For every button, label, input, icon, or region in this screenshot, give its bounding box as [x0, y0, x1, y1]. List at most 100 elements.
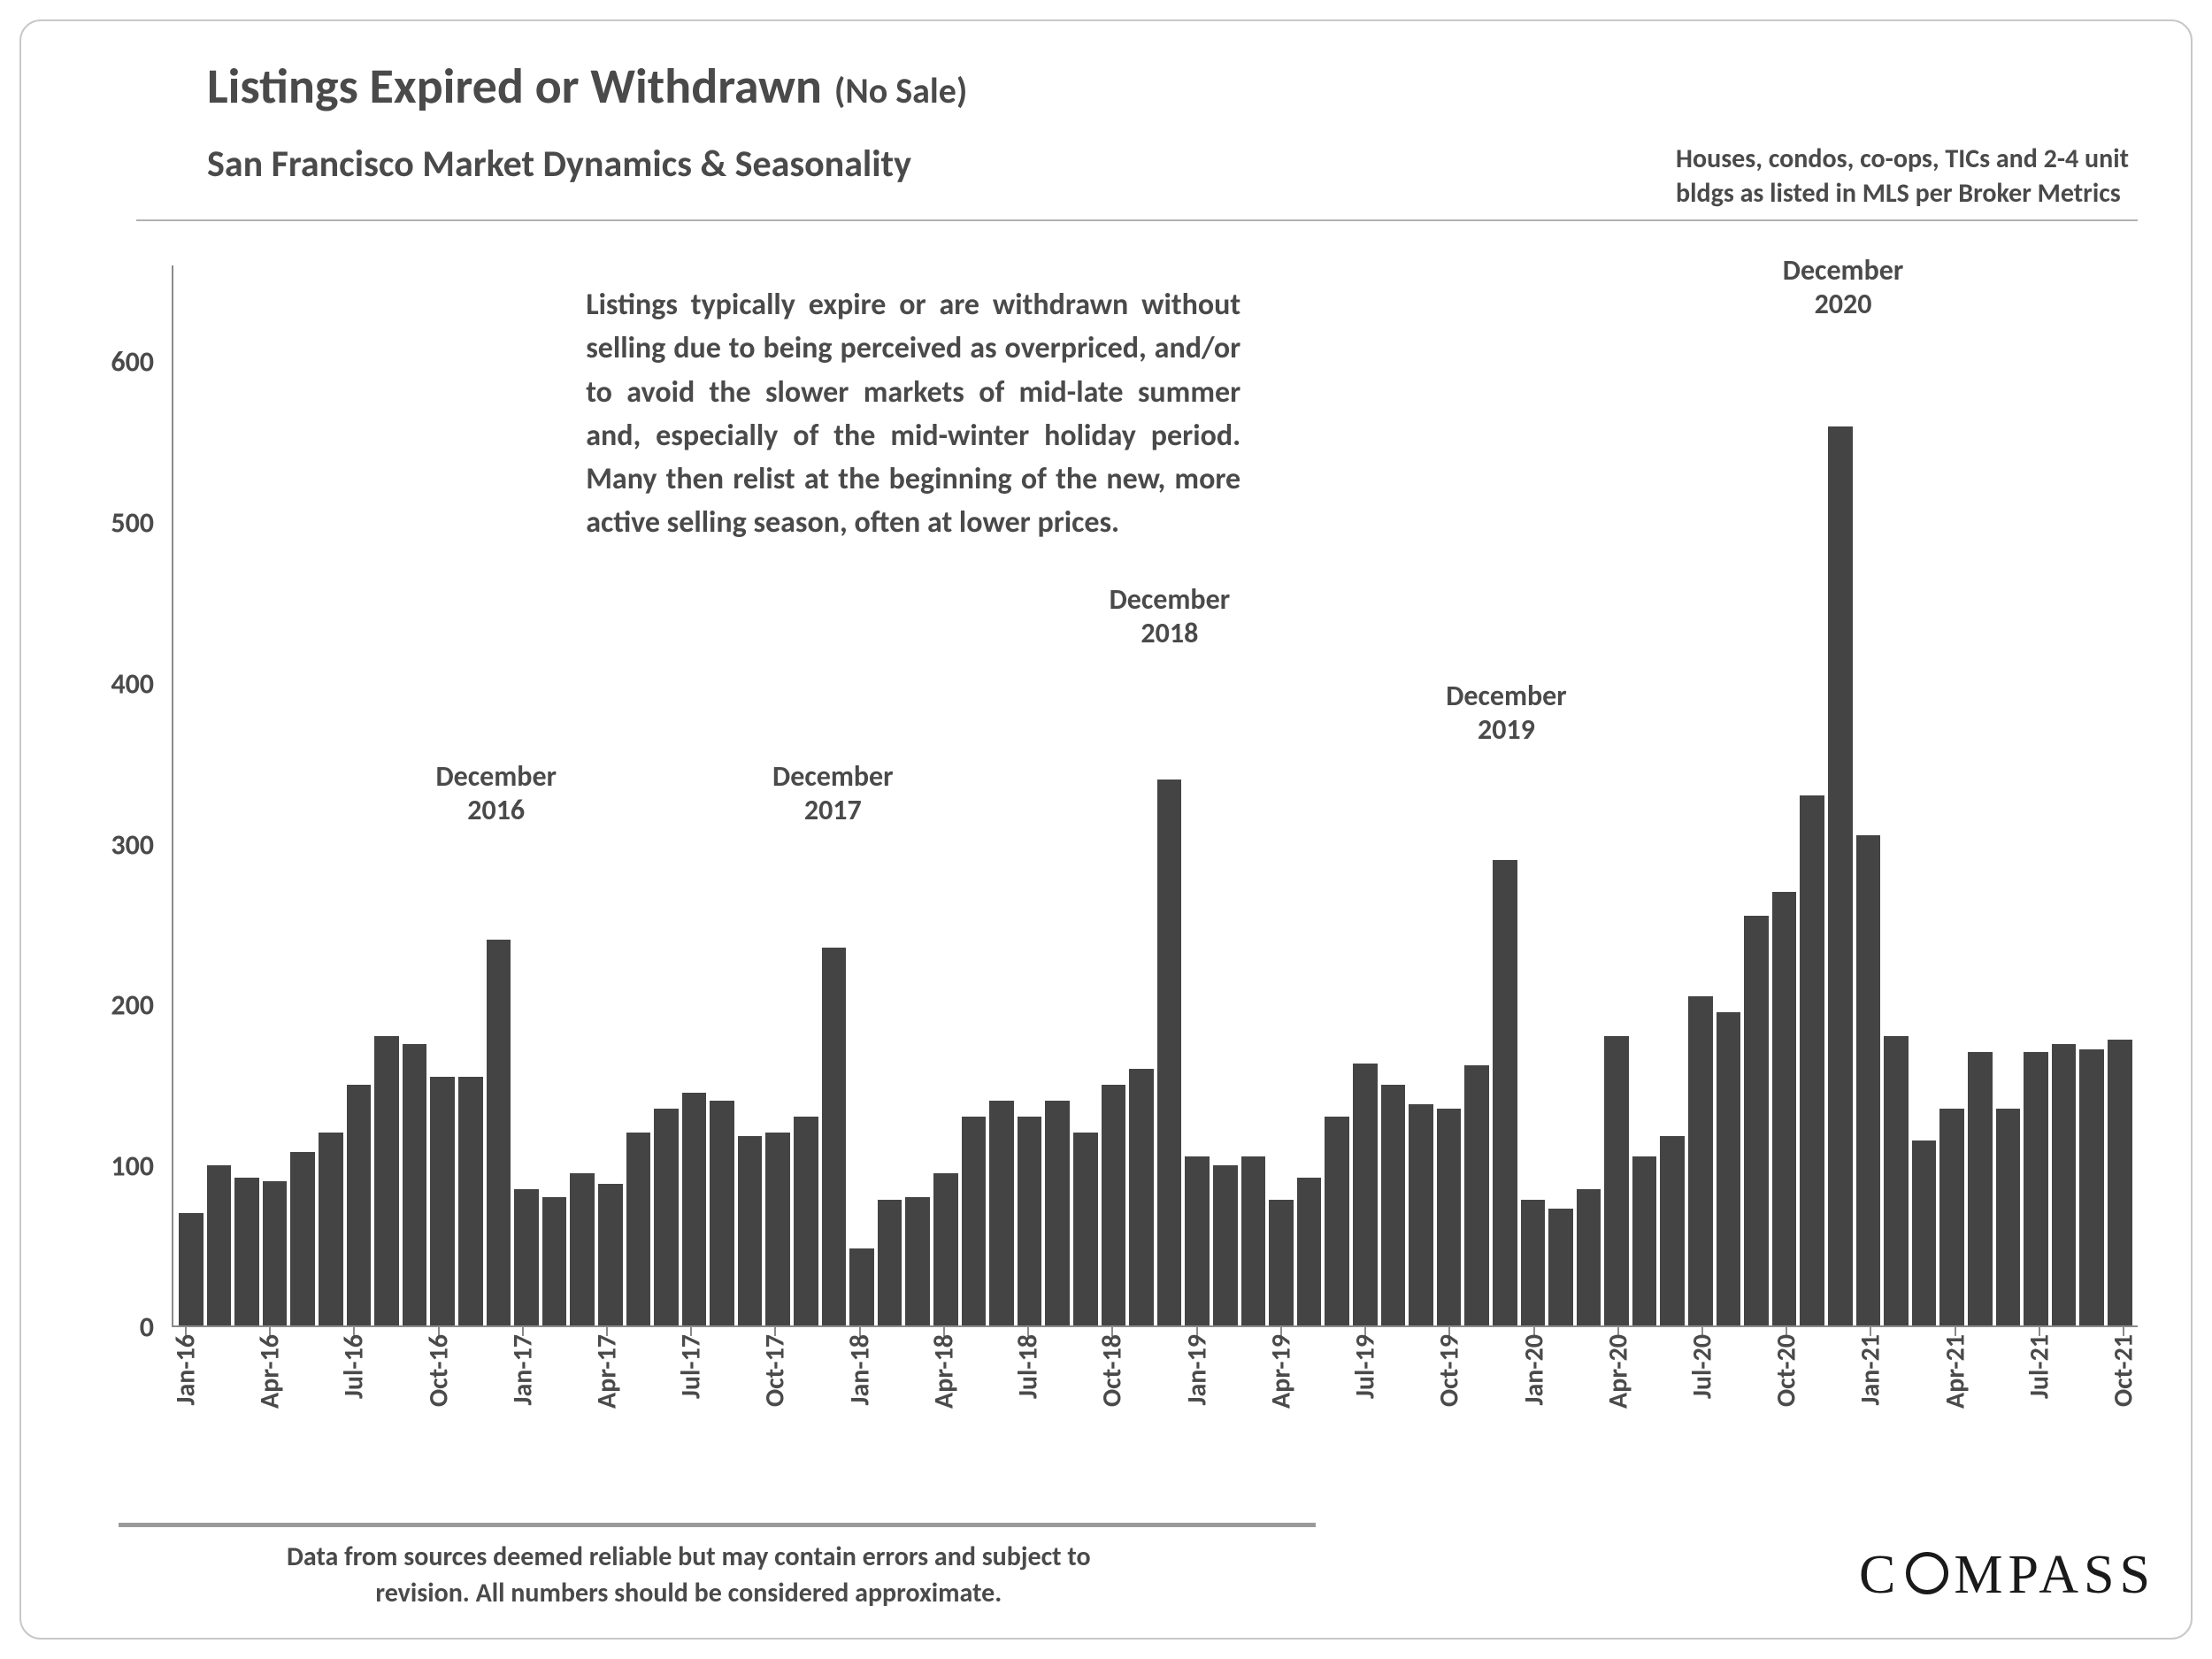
peak-annotation: December2019	[1446, 680, 1566, 748]
bar	[403, 1044, 427, 1325]
bar	[1241, 1156, 1266, 1325]
x-tick-label: Oct-19	[1433, 1334, 1466, 1407]
bar	[1157, 780, 1182, 1325]
bar	[2079, 1049, 2104, 1325]
bar	[682, 1093, 707, 1325]
bar	[570, 1173, 595, 1325]
bar	[1717, 1012, 1741, 1325]
bar	[1521, 1200, 1546, 1325]
disclaimer-line1: Data from sources deemed reliable but ma…	[287, 1540, 1091, 1576]
x-tick-label: Jul-21	[2023, 1334, 2055, 1399]
x-tick-label: Jul-20	[1686, 1334, 1718, 1399]
peak-annotation: December2018	[1110, 583, 1230, 651]
y-tick-label: 0	[140, 1310, 154, 1345]
bar	[1939, 1109, 1964, 1325]
bar	[822, 948, 847, 1325]
chart-area: 0100200300400500600 December2016December…	[92, 265, 2147, 1327]
bar	[487, 940, 511, 1325]
bar	[1800, 795, 1824, 1325]
y-axis: 0100200300400500600	[92, 265, 163, 1327]
bar	[2024, 1052, 2048, 1325]
bar	[319, 1133, 343, 1325]
x-tick-label: Jan-17	[506, 1334, 539, 1405]
x-tick-label: Jul-19	[1349, 1334, 1382, 1399]
chart-frame: Listings Expired or Withdrawn (No Sale) …	[19, 19, 2193, 1640]
compass-logo: C MPASS	[1859, 1544, 2155, 1607]
bar	[1213, 1165, 1238, 1326]
x-tick-label: Apr-17	[591, 1334, 624, 1409]
bar	[1688, 996, 1713, 1325]
bar	[1632, 1156, 1657, 1325]
bar	[989, 1101, 1014, 1325]
bar	[263, 1181, 288, 1325]
disclaimer-line2: revision. All numbers should be consider…	[287, 1576, 1091, 1612]
bar	[1185, 1156, 1210, 1325]
bar	[430, 1077, 455, 1325]
bar	[654, 1109, 679, 1325]
x-tick-label: Oct-17	[759, 1334, 792, 1407]
bar	[1129, 1069, 1154, 1325]
y-tick-label: 400	[111, 666, 154, 701]
bar	[1912, 1141, 1937, 1325]
right-note: Houses, condos, co-ops, TICs and 2-4 uni…	[1676, 142, 2129, 211]
bar	[1269, 1200, 1294, 1325]
bar	[1884, 1036, 1909, 1325]
x-tick-label: Oct-18	[1096, 1334, 1129, 1407]
bar	[933, 1173, 958, 1325]
bar	[1409, 1104, 1433, 1325]
x-tick-label: Jul-17	[675, 1334, 708, 1399]
subtitle-row: San Francisco Market Dynamics & Seasonal…	[207, 142, 2147, 211]
bar	[1856, 835, 1881, 1325]
bar	[1102, 1085, 1126, 1325]
x-tick-label: Jan-20	[1517, 1334, 1550, 1405]
bar	[1353, 1064, 1378, 1325]
y-tick-label: 600	[111, 345, 154, 380]
bar	[207, 1165, 232, 1326]
title-row: Listings Expired or Withdrawn (No Sale)	[207, 57, 2147, 117]
x-tick-label: Jan-18	[843, 1334, 876, 1405]
x-tick-label: Jan-21	[1855, 1334, 1887, 1405]
bar	[962, 1117, 987, 1325]
bar	[347, 1085, 372, 1325]
x-tick-label: Jan-19	[1180, 1334, 1213, 1405]
bar	[374, 1036, 399, 1325]
bar	[1577, 1189, 1601, 1325]
bar	[1437, 1109, 1462, 1325]
bar	[794, 1117, 818, 1325]
bar	[1996, 1109, 2021, 1325]
y-tick-label: 300	[111, 827, 154, 862]
x-tick-label: Jan-16	[169, 1334, 202, 1405]
bar	[1660, 1136, 1685, 1325]
bar	[1744, 916, 1769, 1325]
bar	[1548, 1209, 1573, 1326]
bar	[1325, 1117, 1349, 1325]
plot-region: December2016December2017December2018Dece…	[172, 265, 2138, 1327]
bar	[1073, 1133, 1098, 1325]
bar	[765, 1133, 790, 1325]
title-paren: (No Sale)	[834, 69, 967, 112]
right-note-line2: bldgs as listed in MLS per Broker Metric…	[1676, 176, 2129, 211]
header-rule	[136, 219, 2138, 221]
x-tick-label: Apr-21	[1939, 1334, 1971, 1409]
title-main: Listings Expired or Withdrawn	[207, 57, 822, 117]
bar	[1493, 860, 1517, 1325]
x-tick-label: Oct-20	[1770, 1334, 1803, 1407]
bar	[2108, 1040, 2132, 1325]
bar	[234, 1178, 259, 1325]
x-tick-label: Jul-16	[338, 1334, 371, 1399]
bar	[1604, 1036, 1629, 1325]
bar	[1772, 892, 1797, 1325]
peak-annotation: December2017	[772, 760, 893, 828]
bar	[738, 1136, 763, 1325]
right-note-line1: Houses, condos, co-ops, TICs and 2-4 uni…	[1676, 142, 2129, 176]
x-tick-label: Oct-16	[422, 1334, 455, 1407]
bar	[514, 1189, 539, 1325]
y-tick-label: 200	[111, 988, 154, 1023]
bar	[290, 1152, 315, 1325]
bar	[1828, 426, 1853, 1325]
x-axis-labels: Jan-16Apr-16Jul-16Oct-16Jan-17Apr-17Jul-…	[172, 1327, 2138, 1460]
logo-letter-c: C	[1859, 1544, 1901, 1607]
bar	[1045, 1101, 1070, 1325]
bar	[626, 1133, 651, 1325]
compass-o-icon	[1906, 1552, 1948, 1594]
